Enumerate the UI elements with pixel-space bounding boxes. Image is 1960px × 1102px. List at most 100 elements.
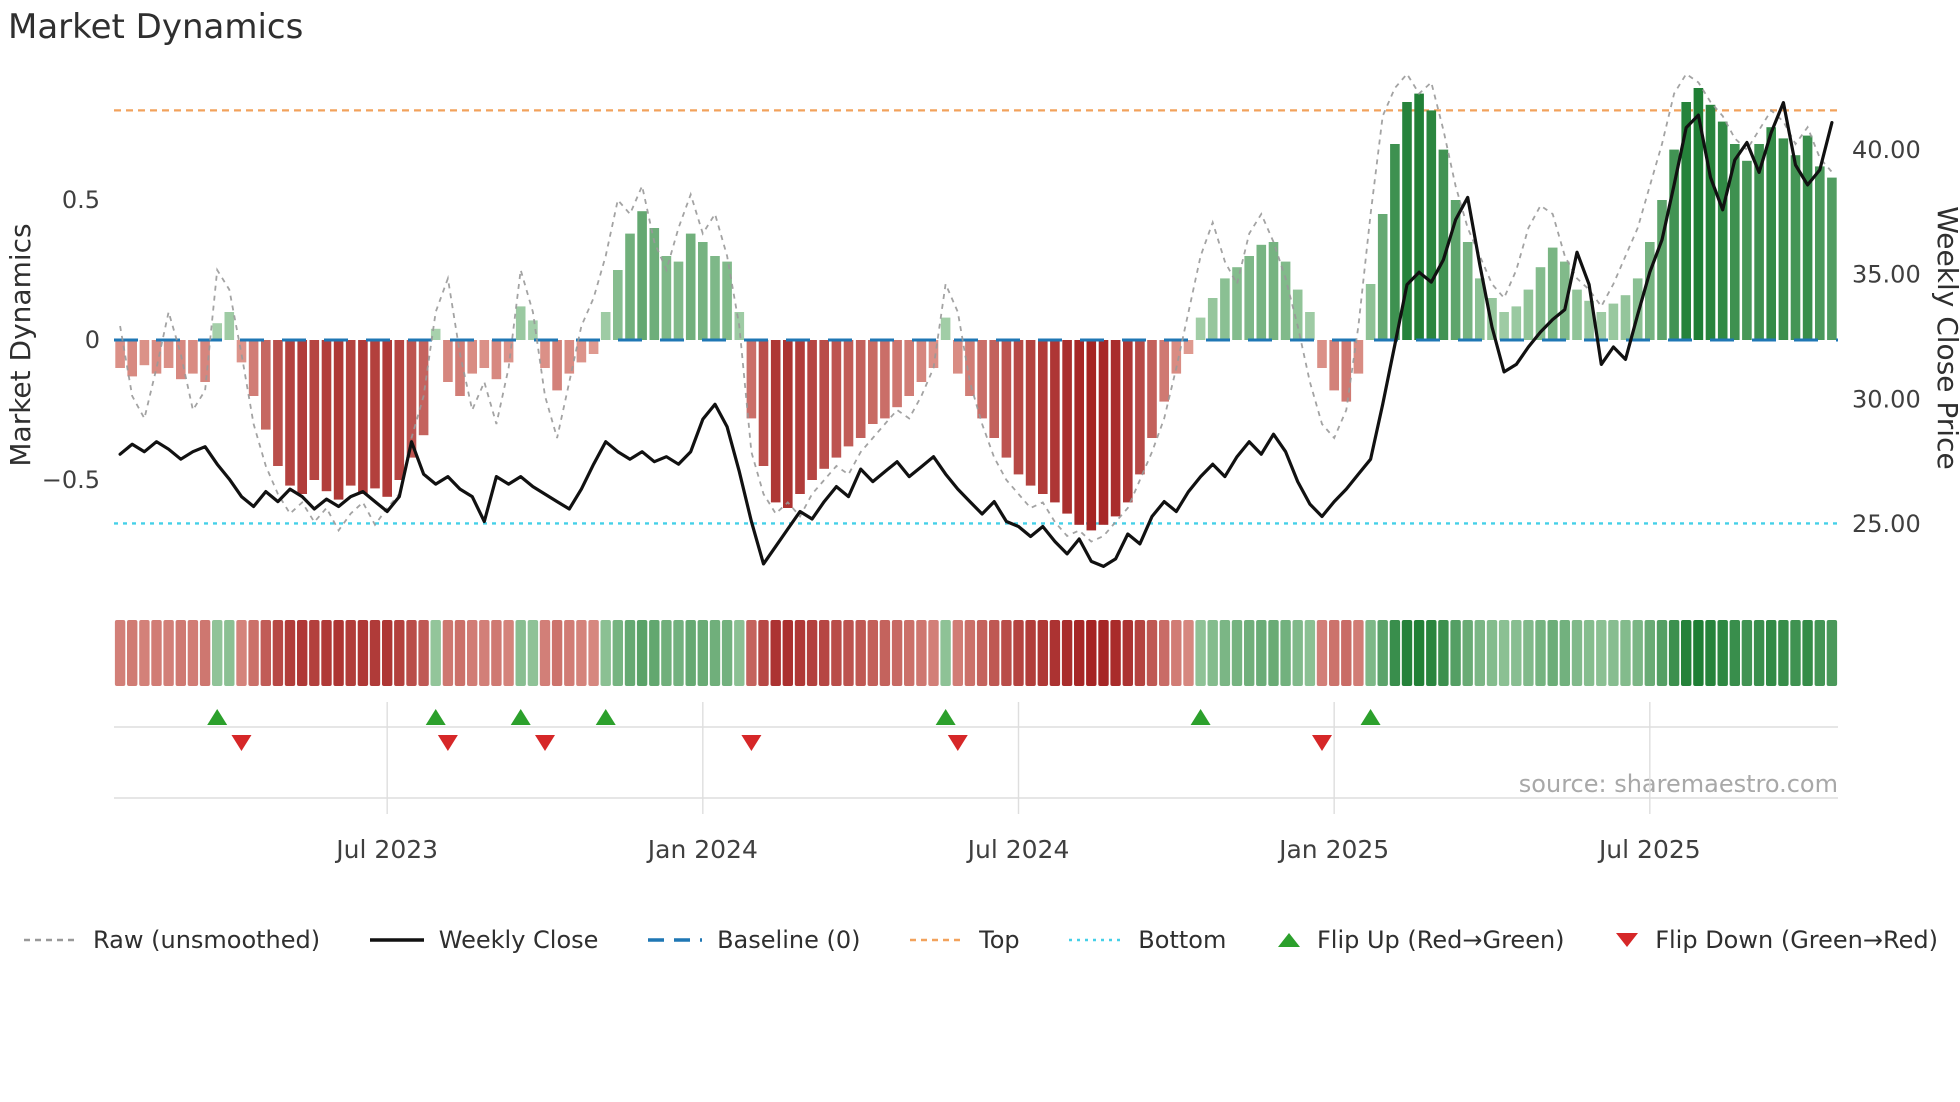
heatmap-cell	[1134, 620, 1146, 686]
x-tick-label: Jul 2024	[966, 835, 1070, 864]
heatmap-cell	[1365, 620, 1376, 686]
heatmap-cell	[612, 620, 623, 686]
heatmap-cell	[904, 620, 915, 686]
oscillator-bar	[1195, 317, 1206, 340]
heatmap-cell	[1110, 620, 1121, 686]
flip-down-marker	[437, 735, 458, 751]
heatmap-cell	[248, 620, 259, 686]
right-axis-label: Weekly Close Price	[1931, 206, 1960, 469]
heatmap-cell	[819, 620, 830, 686]
legend-item-top: Top	[908, 926, 1020, 954]
oscillator-bar	[855, 340, 866, 438]
oscillator-bar	[1038, 340, 1048, 494]
oscillator-bar	[1268, 242, 1279, 340]
heatmap-cell	[1596, 620, 1607, 686]
heatmap-cell	[515, 620, 526, 686]
legend-label: Top	[979, 926, 1020, 954]
heatmap-cell	[709, 620, 721, 686]
oscillator-bar	[1815, 166, 1825, 340]
oscillator-bar	[746, 340, 757, 419]
oscillator-bar	[248, 340, 259, 396]
heatmap-cell	[297, 620, 308, 686]
oscillator-bar	[297, 340, 307, 494]
oscillator-bar	[783, 340, 793, 508]
oscillator-bar	[1098, 340, 1109, 525]
oscillator-bar	[625, 233, 635, 340]
oscillator-bar	[1135, 340, 1145, 475]
oscillator-bar	[1317, 340, 1327, 368]
oscillator-bar	[1450, 200, 1461, 340]
heatmap-cell	[333, 620, 344, 686]
heatmap-cell	[1013, 620, 1024, 686]
oscillator-bar	[1778, 138, 1789, 340]
oscillator-bar	[1535, 267, 1546, 340]
oscillator-bar	[953, 340, 963, 374]
flip-up-marker	[207, 709, 228, 725]
heatmap-cell	[1778, 620, 1789, 686]
heatmap-cell	[636, 620, 648, 686]
flip-down-marker	[947, 735, 968, 751]
oscillator-bar	[564, 340, 575, 374]
legend-item-bottom: Bottom	[1067, 926, 1226, 954]
oscillator-bar	[515, 306, 526, 340]
flip-up-marker	[425, 709, 446, 725]
heatmap-cell	[1256, 620, 1267, 686]
heatmap-cell	[1632, 620, 1643, 686]
heatmap-cell	[952, 620, 963, 686]
x-tick-label: Jul 2025	[1597, 835, 1701, 864]
heatmap-cell	[770, 620, 781, 686]
heatmap-cell	[1741, 620, 1753, 686]
oscillator-bar	[224, 312, 235, 340]
heatmap-cell	[806, 620, 818, 686]
oscillator-bar	[1438, 149, 1449, 340]
heatmap-cell	[272, 620, 284, 686]
oscillator-bar	[1147, 340, 1157, 438]
oscillator-bar	[1572, 289, 1582, 340]
x-tick-label: Jul 2023	[334, 835, 438, 864]
oscillator-bar	[261, 340, 271, 430]
heatmap-cell	[1122, 620, 1133, 686]
heatmap-cell	[236, 620, 247, 686]
legend-label: Flip Down (Green→Red)	[1655, 926, 1938, 954]
legend-item-flip_up: Flip Up (Red→Green)	[1274, 926, 1565, 954]
legend-label: Weekly Close	[438, 926, 599, 954]
heatmap-cell	[1219, 620, 1231, 686]
heatmap-cell	[1668, 620, 1680, 686]
plot-layer: 0.5 0 −0.5 40.00 35.00 30.00 25.00 Jul 2023 Jan …	[42, 72, 1921, 864]
heatmap-cell	[1523, 620, 1534, 686]
heatmap-cell	[1656, 620, 1668, 686]
chart-title: Market Dynamics	[8, 7, 303, 47]
oscillator-bar	[1329, 340, 1339, 391]
flip-down-marker	[535, 735, 555, 751]
heatmap-cell	[1037, 620, 1048, 686]
weekly-close-line	[118, 100, 1834, 569]
oscillator-bar	[1511, 306, 1522, 340]
heatmap-cell	[673, 620, 684, 686]
heatmap-cell	[503, 620, 514, 686]
oscillator-bar	[940, 317, 951, 340]
oscillator-bar	[528, 320, 538, 340]
oscillator-bar	[455, 340, 465, 396]
flip-up-marker	[510, 709, 531, 725]
heatmap-cell	[1001, 620, 1012, 686]
heatmap-cell	[1571, 620, 1583, 686]
heatmap-cell	[1717, 620, 1728, 686]
left-tick-label: 0.5	[62, 186, 100, 214]
legend-item-weekly_close: Weekly Close	[368, 926, 599, 954]
oscillator-bar	[491, 340, 502, 380]
heatmap-cell	[576, 620, 587, 686]
oscillator-bar	[965, 340, 975, 396]
oscillator-bar	[928, 340, 939, 368]
oscillator-bar	[212, 323, 222, 340]
source-text: source: sharemaestro.com	[1519, 770, 1838, 798]
legend-item-flip_down: Flip Down (Green→Red)	[1612, 926, 1938, 954]
heatmap-cell	[1341, 620, 1352, 686]
oscillator-bar	[1390, 144, 1400, 340]
legend-label: Flip Up (Red→Green)	[1316, 926, 1565, 954]
heatmap-cell	[794, 620, 806, 686]
heatmap-cell	[139, 620, 150, 686]
heatmap-cell	[345, 620, 356, 686]
heatmap-cell	[1753, 620, 1765, 686]
oscillator-bar	[1790, 155, 1801, 340]
flip-up-marker	[1360, 709, 1381, 725]
